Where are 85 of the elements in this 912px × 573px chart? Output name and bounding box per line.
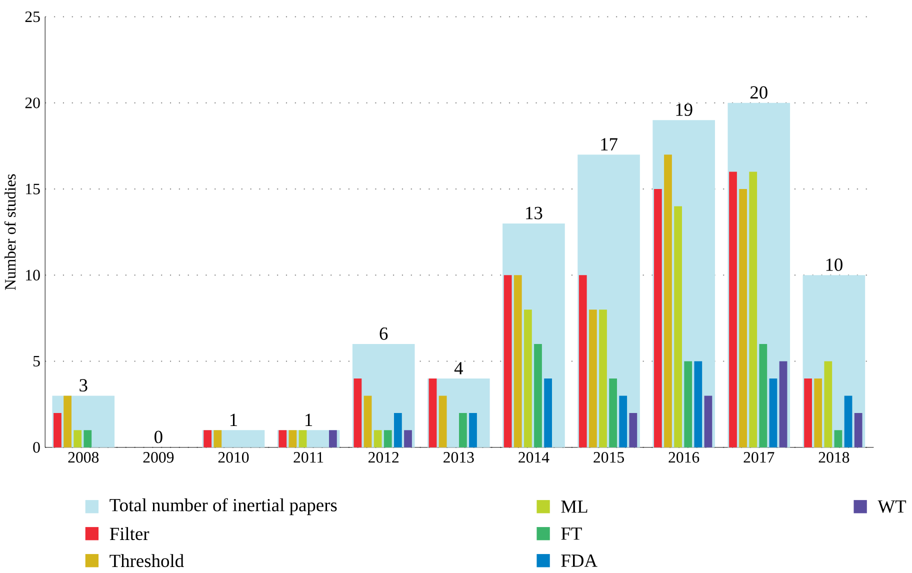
y-tick-label: 0 <box>33 442 40 453</box>
x-tick-label: 2008 <box>68 452 99 463</box>
bar <box>298 430 307 448</box>
bar <box>814 378 822 448</box>
legend-label: ML <box>561 500 588 513</box>
bar <box>654 189 662 448</box>
bar <box>609 378 617 448</box>
bar <box>469 413 477 448</box>
legend-label: FT <box>561 528 582 540</box>
data-label: 1 <box>230 414 237 426</box>
bar <box>278 430 287 448</box>
bar <box>578 275 587 448</box>
bar <box>599 310 607 448</box>
x-tick-label: 2015 <box>594 452 624 463</box>
y-tick-label: 5 <box>33 356 40 367</box>
bar <box>834 430 842 448</box>
x-tick-label: 2012 <box>368 452 399 463</box>
bar <box>459 413 467 448</box>
bar <box>64 396 72 448</box>
x-tick-label: 2017 <box>744 452 774 463</box>
bar <box>804 378 812 448</box>
bar <box>354 378 362 448</box>
bar <box>779 361 788 448</box>
x-tick-label: 2018 <box>818 452 850 463</box>
legend-label: Threshold <box>110 554 184 568</box>
bar <box>374 430 382 448</box>
bar <box>684 361 692 448</box>
data-label: 20 <box>750 86 768 99</box>
bar <box>729 172 737 448</box>
bar <box>544 378 552 448</box>
data-label: 6 <box>380 328 388 340</box>
data-label: 19 <box>676 104 692 116</box>
data-label: 0 <box>154 430 162 444</box>
data-label: 17 <box>601 138 618 150</box>
y-axis-title: Number of studies <box>4 174 16 290</box>
legend-label: Filter <box>110 527 150 540</box>
bar <box>84 430 92 448</box>
bar <box>514 275 522 448</box>
bar <box>504 275 512 448</box>
bar <box>759 344 768 448</box>
bar <box>844 396 852 448</box>
bar <box>694 361 702 448</box>
bar <box>394 413 402 448</box>
legend-label: Total number of inertial papers <box>110 498 337 516</box>
bar <box>329 430 337 448</box>
bar <box>704 396 712 448</box>
bar <box>749 172 758 448</box>
bar <box>384 430 392 448</box>
bar <box>824 361 832 448</box>
bar <box>204 430 212 448</box>
y-tick-label: 15 <box>26 184 40 194</box>
bar <box>854 413 862 448</box>
y-tick-label: 25 <box>25 12 40 22</box>
legend-label: WT <box>878 500 906 513</box>
bar <box>404 430 412 448</box>
bar <box>524 310 532 448</box>
bar <box>214 430 222 448</box>
bar <box>438 396 447 448</box>
bar <box>54 413 62 448</box>
bar <box>428 378 437 448</box>
x-tick-label: 2010 <box>218 452 249 463</box>
y-tick-label: 20 <box>25 98 40 108</box>
bar <box>739 189 747 448</box>
data-label: 10 <box>826 258 842 272</box>
data-label: 1 <box>306 414 312 426</box>
bar <box>288 430 297 448</box>
x-tick-label: 2009 <box>143 452 174 463</box>
x-tick-label: 2016 <box>668 452 700 463</box>
data-label: 3 <box>80 379 88 392</box>
legend-label: FDA <box>561 554 598 567</box>
y-tick-label: 10 <box>26 270 40 281</box>
data-label: 4 <box>454 362 463 374</box>
bar <box>629 413 638 448</box>
bar <box>769 378 778 448</box>
x-tick-label: 2011 <box>294 452 324 463</box>
bar <box>664 154 672 448</box>
bar <box>588 310 597 448</box>
bar <box>674 206 682 448</box>
bar <box>74 430 82 448</box>
data-label: 13 <box>526 206 542 220</box>
bar <box>534 344 542 448</box>
bar <box>364 396 372 448</box>
bar <box>619 396 628 448</box>
x-tick-label: 2013 <box>444 452 474 463</box>
x-tick-label: 2014 <box>518 452 550 463</box>
